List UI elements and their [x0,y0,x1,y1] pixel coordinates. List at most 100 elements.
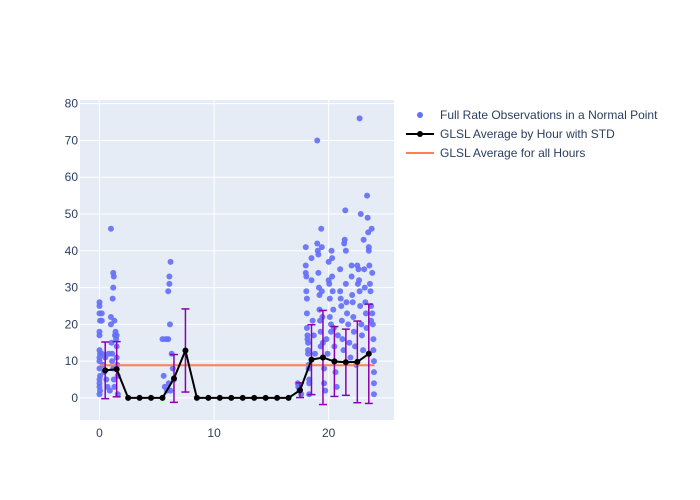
observation-point [370,347,377,354]
plot-area [96,115,377,406]
observation-point [342,207,349,214]
observation-point [326,314,333,321]
observation-point [356,277,363,284]
observation-point [337,295,344,302]
hourly-average-marker [125,394,132,401]
observation-point [106,387,113,394]
observation-point [324,350,331,357]
observation-point [364,214,371,221]
observation-point [109,295,116,302]
hourly-average-marker [319,354,326,361]
observation-point [160,372,167,379]
observation-point [344,310,351,317]
observation-point [340,347,347,354]
observation-point [369,321,376,328]
legend-label-hourly-average: GLSL Average by Hour with STD [440,127,615,141]
observation-point [302,262,309,269]
observation-point [347,354,354,361]
observation-point [328,247,335,254]
hourly-average-marker [285,394,292,401]
observation-point [338,302,345,309]
observation-point [98,317,105,324]
observation-point [364,192,371,199]
observation-point [309,317,316,324]
hourly-average-marker [331,358,338,365]
observation-point [308,255,315,262]
hourly-average-marker [308,356,315,363]
observation-point [339,336,346,343]
observation-point [370,369,377,376]
observation-point [110,284,117,291]
observation-point [96,391,103,398]
hourly-average-marker [136,394,143,401]
observation-point [318,244,325,251]
observation-point [167,258,174,265]
observation-point [303,273,310,280]
y-tick-label: 30 [65,281,79,295]
observation-point [305,350,312,357]
observation-point [329,288,336,295]
observation-point [314,240,321,247]
y-tick-label: 60 [65,170,79,184]
observation-point [321,365,328,372]
observation-point [350,328,357,335]
observation-point [329,255,336,262]
observation-point [306,380,313,387]
y-tick-label: 40 [65,244,79,258]
observation-point [370,380,377,387]
observation-point [111,383,118,390]
observation-point [165,288,172,295]
hourly-average-marker [251,394,258,401]
observation-point [341,236,348,243]
observation-point [370,336,377,343]
hourly-average-marker [354,358,361,365]
y-tick-label: 80 [65,97,79,111]
observation-point [338,317,345,324]
y-tick-label: 70 [65,133,79,147]
observation-point [111,317,118,324]
observation-point [370,391,377,398]
hourly-average-marker [274,394,281,401]
observation-point [166,280,173,287]
y-tick-label: 50 [65,207,79,221]
observation-point [361,284,368,291]
observation-point [96,332,103,339]
observation-point [334,332,341,339]
y-tick-label: 10 [65,354,79,368]
observation-point [362,310,369,317]
observation-point [358,332,365,339]
observation-point [333,383,340,390]
observation-point [314,137,321,144]
observation-point [110,376,117,383]
data-marks [96,115,377,406]
hourly-average-marker [193,394,200,401]
legend-item-observations: Full Rate Observations in a Normal Point [417,108,658,122]
observation-point [322,387,329,394]
observation-point [348,273,355,280]
legend[interactable]: Full Rate Observations in a Normal Point… [406,108,658,160]
observation-point [367,288,374,295]
tick-labels: 0 10 20 30 40 50 60 70 80 0 10 20 [65,97,336,440]
observation-point [311,350,318,357]
observation-point [360,236,367,243]
observation-point [167,387,174,394]
observation-point [360,347,367,354]
observation-point [330,306,337,313]
observation-point [303,295,310,302]
observation-point [363,325,370,332]
observation-point [348,262,355,269]
observation-point [110,273,117,280]
y-tick-label: 20 [65,317,79,331]
hourly-average-marker [102,367,109,374]
observation-point [315,251,322,258]
observation-point [103,376,110,383]
observation-point [303,288,310,295]
observation-point [356,115,363,122]
observation-point [326,295,333,302]
observation-point [326,280,333,287]
observation-point [352,343,359,350]
observation-point [342,247,349,254]
observation-point [308,277,315,284]
legend-marker-observations [417,112,423,118]
